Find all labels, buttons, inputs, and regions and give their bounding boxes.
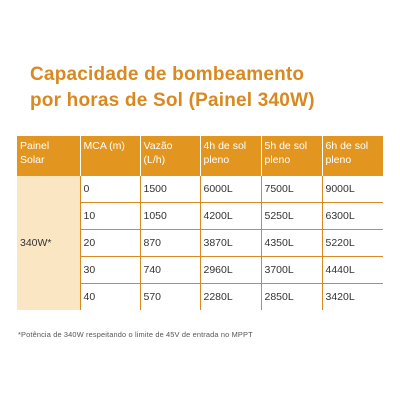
header-panel: Painel Solar	[17, 136, 81, 176]
title-line-1: Capacidade de bombeamento	[30, 64, 305, 85]
header-flow: Vazão (L/h)	[140, 136, 201, 176]
table-cell: 6300L	[322, 202, 383, 230]
table-row: 10 1050 4200L 5250L 6300L	[17, 202, 383, 230]
pumping-capacity-table: Painel Solar MCA (m) Vazão (L/h) 4h de s…	[17, 136, 383, 310]
table-cell: 5250L	[261, 202, 323, 230]
table-cell: 4200L	[200, 202, 262, 230]
table-cell: 2280L	[200, 283, 262, 310]
table-cell: 3870L	[200, 229, 262, 257]
table-cell: 30	[80, 256, 141, 284]
table-cell: 10	[80, 202, 141, 230]
panel-cell: 340W*	[17, 176, 81, 310]
table-cell: 740	[140, 256, 201, 284]
table-cell: 40	[80, 283, 141, 310]
table-cell: 7500L	[261, 176, 323, 203]
table-row: 340W* 0 1500 6000L 7500L 9000L	[17, 176, 383, 310]
table-cell: 20	[80, 229, 141, 257]
table-cell: 6000L	[200, 176, 262, 203]
table-cell: 870	[140, 229, 201, 257]
header-mca: MCA (m)	[80, 136, 141, 176]
table-cell: 4440L	[322, 256, 383, 284]
header-6h: 6h de sol pleno	[322, 136, 383, 176]
table-cell: 0	[80, 176, 141, 203]
table-cell: 5220L	[322, 229, 383, 257]
title-line-2: por horas de Sol (Painel 340W)	[30, 90, 315, 111]
header-5h: 5h de sol pleno	[261, 136, 323, 176]
table-cell: 2850L	[261, 283, 323, 310]
table-cell: 570	[140, 283, 201, 310]
table-cell: 1500	[140, 176, 201, 203]
table-row: 20 870 3870L 4350L 5220L	[17, 229, 383, 257]
table-cell: 4350L	[261, 229, 323, 257]
table-header-row: Painel Solar MCA (m) Vazão (L/h) 4h de s…	[17, 136, 383, 176]
table-cell: 3700L	[261, 256, 323, 284]
table-row: 40 570 2280L 2850L 3420L	[17, 283, 383, 310]
page-title: Capacidade de bombeamento por horas de S…	[30, 62, 380, 114]
table-row: 30 740 2960L 3700L 4440L	[17, 256, 383, 284]
table-cell: 3420L	[322, 283, 383, 310]
table-cell: 9000L	[322, 176, 383, 203]
table-cell: 1050	[140, 202, 201, 230]
footnote: *Potência de 340W respeitando o limite d…	[18, 330, 253, 339]
header-4h: 4h de sol pleno	[200, 136, 262, 176]
table-cell: 2960L	[200, 256, 262, 284]
